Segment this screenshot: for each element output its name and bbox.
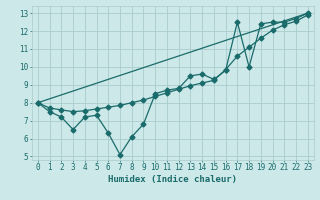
X-axis label: Humidex (Indice chaleur): Humidex (Indice chaleur) — [108, 175, 237, 184]
